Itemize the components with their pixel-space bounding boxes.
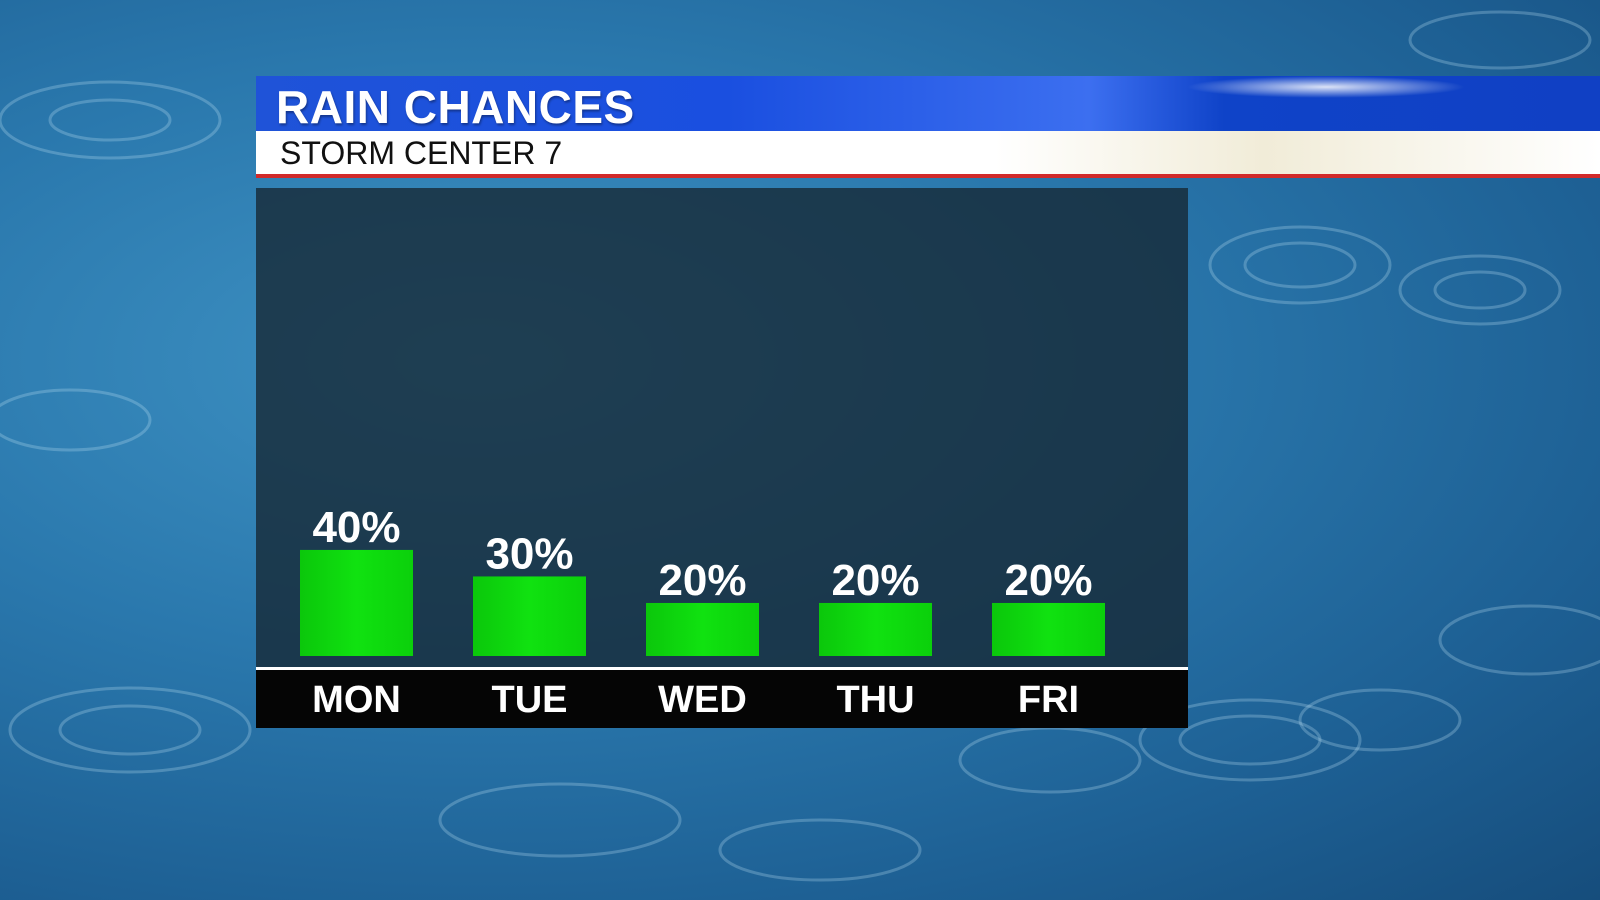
category-label-thu: THU — [836, 679, 914, 721]
baseline — [256, 667, 1188, 670]
chart-panel: 40% MON 30% TUE 20% WED 20% THU 20% FRI — [256, 188, 1188, 728]
value-label-wed: 20% — [658, 556, 746, 605]
value-label-thu: 20% — [831, 556, 919, 605]
category-label-tue: TUE — [492, 679, 568, 721]
value-label-fri: 20% — [1004, 556, 1092, 605]
title-banner: RAIN CHANCES — [256, 76, 1600, 133]
title-banner-shine — [1186, 76, 1466, 98]
category-label-wed: WED — [658, 679, 747, 721]
bar-thu — [819, 602, 932, 656]
category-label-fri: FRI — [1018, 679, 1079, 721]
category-strip — [256, 668, 1188, 728]
bar-fri — [992, 602, 1105, 656]
bar-tue — [473, 576, 586, 656]
page-title: RAIN CHANCES — [276, 81, 635, 133]
value-label-tue: 30% — [485, 529, 573, 578]
bar-wed — [646, 602, 759, 656]
value-label-mon: 40% — [312, 503, 400, 552]
rain-chance-bar-chart: 40% MON 30% TUE 20% WED 20% THU 20% FRI — [256, 503, 1188, 728]
category-label-mon: MON — [312, 679, 401, 721]
bar-mon — [300, 549, 413, 656]
station-name: STORM CENTER 7 — [280, 135, 563, 171]
subtitle-banner: STORM CENTER 7 — [256, 131, 1600, 178]
